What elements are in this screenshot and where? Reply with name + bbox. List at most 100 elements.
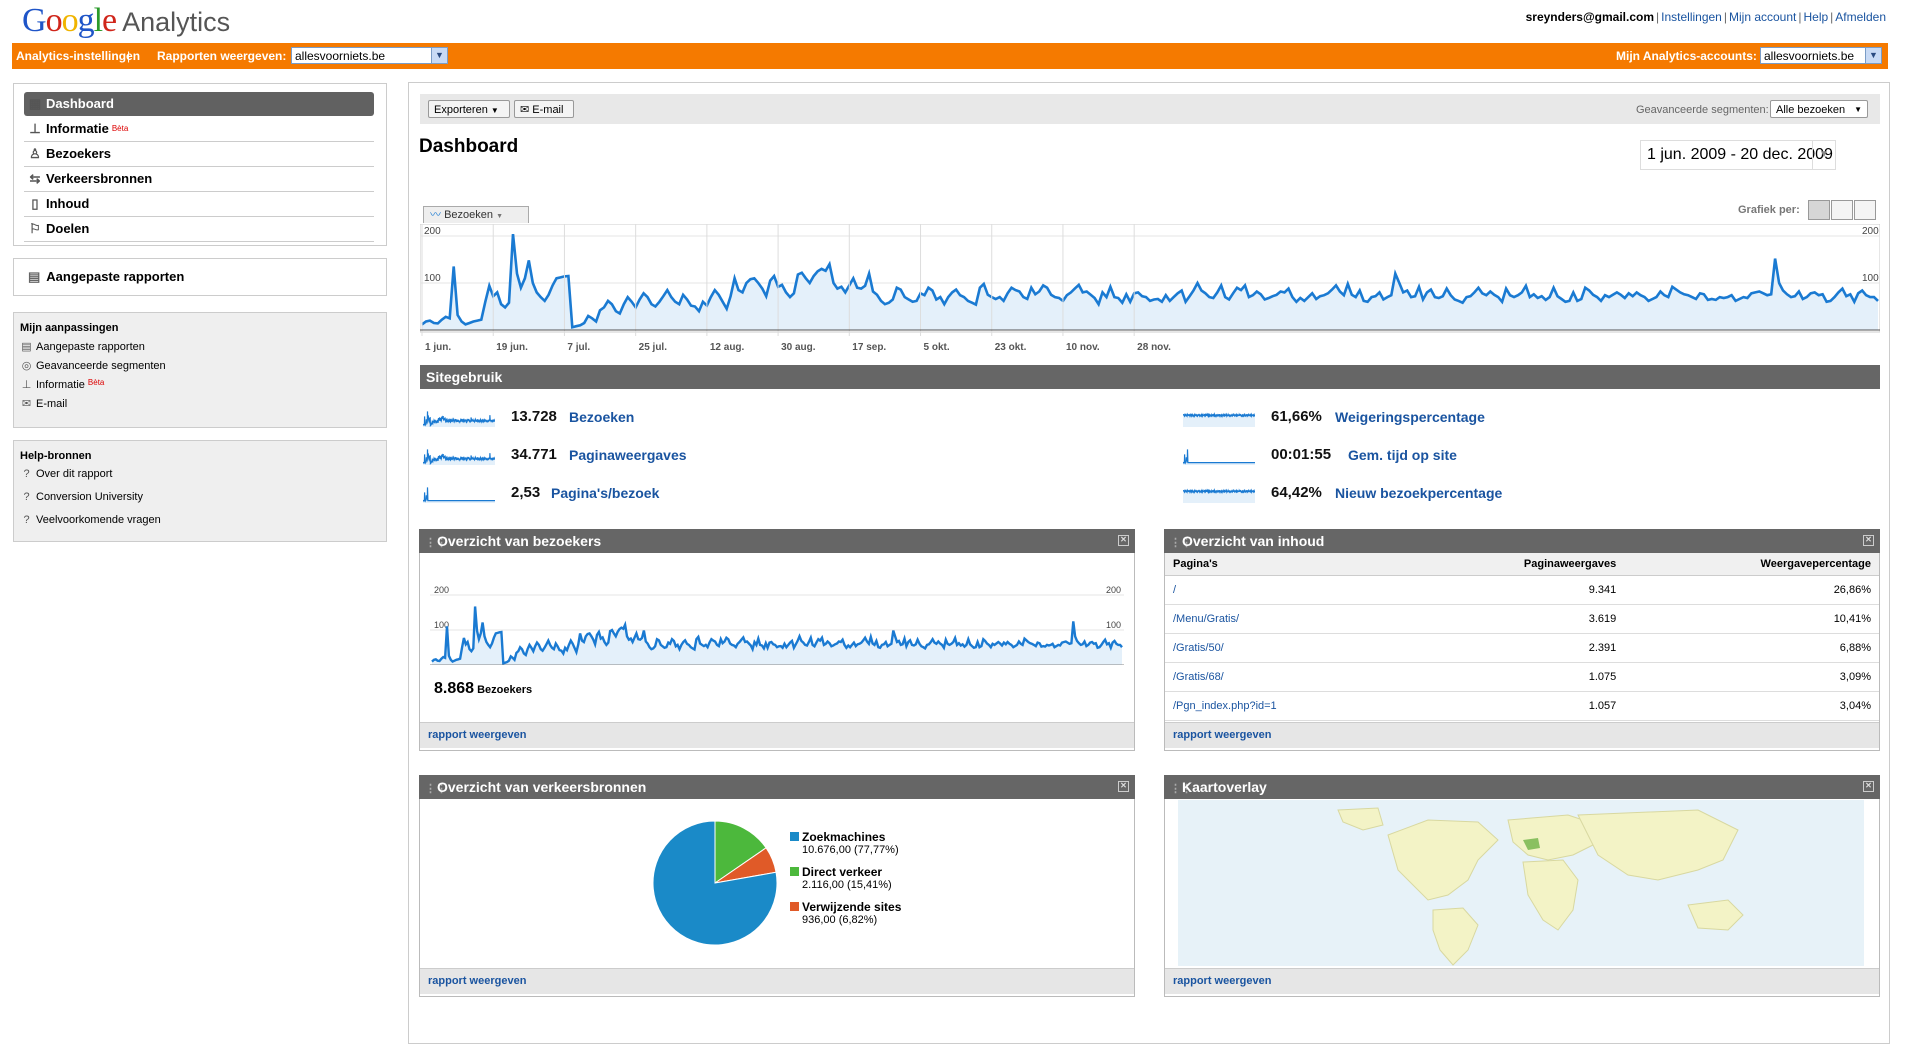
- google-analytics-logo[interactable]: Google Analytics: [22, 2, 230, 42]
- orange-account-bar: Analytics-instellingen | Rapporten weerg…: [12, 43, 1888, 69]
- view-report-link[interactable]: rapport weergeven: [1173, 729, 1272, 741]
- traffic-panel-header[interactable]: ⋮⋮Overzicht van verkeersbronnen ✕: [419, 775, 1135, 799]
- dashboard-icon: ▦: [28, 96, 42, 111]
- reports-select[interactable]: allesvoorniets.be ▼: [291, 47, 448, 64]
- page-link[interactable]: /Menu/Gratis/: [1173, 613, 1240, 625]
- metric-link[interactable]: Paginaweergaves: [569, 447, 687, 463]
- visitors-mini-chart: 100 100 200 200: [430, 585, 1124, 665]
- drag-handle-icon[interactable]: ⋮⋮: [1170, 783, 1192, 795]
- graph-per-label: Grafiek per:: [1738, 204, 1800, 216]
- nav-label: Inhoud: [46, 196, 90, 211]
- report-icon: ▤: [21, 341, 32, 353]
- cust-custom-reports[interactable]: ▤ Aangepaste rapporten: [20, 340, 145, 353]
- chevron-down-icon: ▼: [1812, 141, 1835, 169]
- x-tick-label: 19 jun.: [496, 342, 528, 353]
- site-usage-header: Sitegebruik: [420, 365, 1880, 389]
- cust-advanced-segments[interactable]: ◎ Geavanceerde segmenten: [20, 359, 166, 372]
- help-icon: ?: [23, 491, 30, 503]
- view-report-link[interactable]: rapport weergeven: [428, 729, 527, 741]
- metric-link[interactable]: Weigeringspercentage: [1335, 409, 1485, 425]
- help-title: Help-bronnen: [20, 450, 92, 462]
- my-customizations: Mijn aanpassingen ▤ Aangepaste rapporten …: [13, 312, 387, 428]
- nav-verkeersbronnen[interactable]: ⇆ Verkeersbronnen: [24, 167, 374, 192]
- custom-reports-box[interactable]: ▤ Aangepaste rapporten: [13, 258, 387, 296]
- close-icon[interactable]: ✕: [1118, 781, 1129, 792]
- page-link[interactable]: /Gratis/50/: [1173, 642, 1224, 654]
- table-header-row: Pagina's Paginaweergaves Weergavepercent…: [1165, 553, 1879, 576]
- legend-label: Direct verkeer: [802, 865, 883, 879]
- y-tick-label: 100: [434, 620, 449, 630]
- help-conversion-university[interactable]: ? Conversion University: [20, 491, 143, 503]
- signout-link[interactable]: Afmelden: [1835, 10, 1886, 24]
- col-header: Pagina's: [1165, 553, 1407, 576]
- main-nav: ▦ Dashboard ⊥ Informatie Bèta ♙ Bezoekers ⇆ V…: [13, 83, 387, 246]
- visitors-panel-header[interactable]: ⋮⋮Overzicht van bezoekers ✕: [419, 529, 1135, 553]
- spark-area: [423, 449, 495, 465]
- pie-slice: [652, 820, 778, 946]
- page-title: Dashboard: [419, 136, 519, 157]
- world-map[interactable]: [1178, 800, 1864, 966]
- table-row: /Pgn_index.php?id=1 1.057 3,04%: [1165, 691, 1879, 721]
- view-day-button[interactable]: [1808, 200, 1830, 220]
- date-range-picker[interactable]: 1 jun. 2009 - 20 dec. 2009 ▼: [1640, 140, 1836, 170]
- chevron-down-icon: ▼: [496, 213, 503, 220]
- metric-link[interactable]: Gem. tijd op site: [1348, 447, 1457, 463]
- accounts-select[interactable]: allesvoorniets.be ▼: [1760, 47, 1882, 64]
- x-tick-label: 23 okt.: [995, 342, 1027, 353]
- view-report-link[interactable]: rapport weergeven: [1173, 975, 1272, 987]
- cell: 1.075: [1406, 662, 1625, 692]
- nav-dashboard[interactable]: ▦ Dashboard: [24, 92, 374, 116]
- view-month-button[interactable]: [1854, 200, 1876, 220]
- nav-bezoekers[interactable]: ♙ Bezoekers: [24, 142, 374, 167]
- series-area: [432, 606, 1122, 665]
- y-tick-label: 200: [424, 226, 441, 237]
- y-tick-label: 200: [1106, 585, 1121, 595]
- view-report-link[interactable]: rapport weergeven: [428, 975, 527, 987]
- content-panel-header[interactable]: ⋮⋮Overzicht van inhoud ✕: [1164, 529, 1880, 553]
- cust-email[interactable]: ✉ E-mail: [20, 397, 67, 410]
- cust-informatie[interactable]: ⊥ Informatie Bèta: [20, 378, 105, 391]
- page-link[interactable]: /: [1173, 584, 1177, 596]
- close-icon[interactable]: ✕: [1863, 781, 1874, 792]
- sparkline: [1183, 449, 1255, 465]
- drag-handle-icon[interactable]: ⋮⋮: [1170, 537, 1192, 549]
- settings-link[interactable]: Instellingen: [1661, 10, 1722, 24]
- metric-link[interactable]: Nieuw bezoekpercentage: [1335, 485, 1503, 501]
- email-button[interactable]: ✉ E-mail: [514, 100, 574, 118]
- map-panel-header[interactable]: ⋮⋮Kaartoverlay ✕: [1164, 775, 1880, 799]
- segments-select[interactable]: Alle bezoeken ▼: [1770, 100, 1868, 118]
- nav-inhoud[interactable]: ▯ Inhoud: [24, 192, 374, 217]
- chevron-down-icon: ▼: [1854, 105, 1862, 114]
- page-link[interactable]: /Pgn_index.php?id=1: [1173, 700, 1277, 712]
- spark-area: [423, 487, 495, 503]
- help-about-report[interactable]: ? Over dit rapport: [20, 468, 112, 480]
- drag-handle-icon[interactable]: ⋮⋮: [425, 783, 447, 795]
- metric-link[interactable]: Bezoeken: [569, 409, 635, 425]
- help-faq[interactable]: ? Veelvoorkomende vragen: [20, 514, 160, 526]
- view-week-button[interactable]: [1831, 200, 1853, 220]
- traffic-icon: ⇆: [29, 171, 41, 186]
- x-tick-label: 10 nov.: [1066, 342, 1100, 353]
- sparkline: [1183, 412, 1255, 427]
- visitors-panel-title: Overzicht van bezoekers: [437, 533, 602, 549]
- legend-detail: 2.116,00 (15,41%): [802, 879, 892, 891]
- logo-google: Google: [22, 2, 117, 39]
- drag-handle-icon[interactable]: ⋮⋮: [425, 537, 447, 549]
- nav-doelen[interactable]: ⚐ Doelen: [24, 217, 374, 242]
- close-icon[interactable]: ✕: [1863, 535, 1874, 546]
- spark-line: [423, 411, 495, 427]
- help-link[interactable]: Help: [1803, 10, 1829, 24]
- page-link[interactable]: /Gratis/68/: [1173, 671, 1224, 683]
- nav-informatie[interactable]: ⊥ Informatie Bèta: [24, 117, 374, 142]
- analytics-settings-link[interactable]: Analytics-instellingen: [16, 49, 141, 63]
- my-account-link[interactable]: Mijn account: [1728, 10, 1797, 24]
- spark-line: [1183, 488, 1255, 495]
- metric-link[interactable]: Pagina's/bezoek: [551, 485, 660, 501]
- chart-metric-tab[interactable]: 〰 Bezoeken ▼: [423, 206, 529, 223]
- close-icon[interactable]: ✕: [1118, 535, 1129, 546]
- export-button[interactable]: Exporteren ▼: [428, 100, 510, 118]
- map-panel-title: Kaartoverlay: [1182, 779, 1267, 795]
- help-icon: ?: [23, 514, 30, 526]
- custom-reports-link[interactable]: ▤ Aangepaste rapporten: [28, 269, 184, 285]
- legend-direct: Direct verkeer 2.116,00 (15,41%): [790, 865, 892, 891]
